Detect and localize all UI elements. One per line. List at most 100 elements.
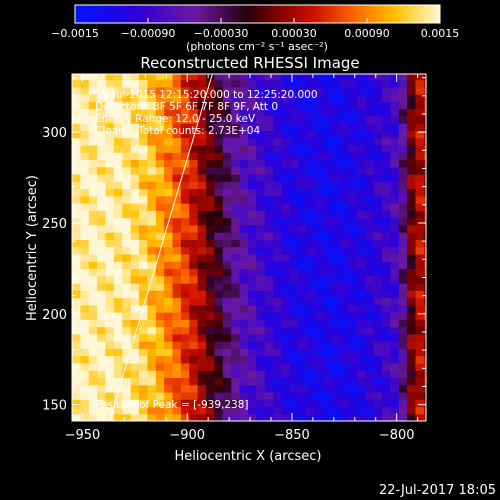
heatmap-cell: [88, 304, 98, 313]
heatmap-cell: [248, 195, 257, 204]
heatmap-cell: [415, 312, 425, 320]
heatmap-cell: [340, 326, 350, 335]
heatmap-cell: [231, 224, 241, 233]
heatmap-cell: [239, 384, 249, 393]
heatmap-cell: [415, 384, 425, 393]
heatmap-cell: [398, 261, 408, 269]
heatmap-cell: [281, 74, 291, 81]
heatmap-cell: [373, 282, 383, 291]
heatmap-cell: [365, 86, 375, 95]
heatmap-cell: [214, 261, 224, 269]
heatmap-cell: [105, 312, 115, 320]
heatmap-cell: [264, 74, 274, 81]
heatmap-cell: [306, 94, 316, 102]
heatmap-cell: [155, 253, 165, 262]
y-tick-label: 300: [42, 126, 67, 141]
heatmap-cell: [315, 362, 324, 371]
heatmap-cell: [348, 130, 358, 139]
heatmap-cell: [197, 130, 207, 139]
heatmap-cell: [214, 268, 224, 277]
heatmap-cell: [323, 304, 333, 313]
heatmap-cell: [323, 79, 333, 88]
heatmap-cell: [373, 312, 383, 320]
heatmap-cell: [398, 399, 408, 408]
heatmap-cell: [398, 304, 408, 313]
heatmap-cell: [331, 268, 341, 277]
heatmap-cell: [172, 413, 182, 421]
heatmap-cell: [105, 413, 115, 421]
heatmap-cell: [315, 217, 324, 226]
heatmap-cell: [398, 275, 408, 284]
heatmap-cell: [281, 101, 291, 110]
heatmap-cell: [373, 290, 383, 299]
heatmap-cell: [122, 115, 132, 124]
heatmap-cell: [331, 101, 341, 110]
heatmap-cell: [298, 391, 308, 400]
info-clean-counts: Clean Total counts: 2.73E+04: [95, 125, 260, 137]
heatmap-cell: [122, 79, 132, 88]
heatmap-cell: [239, 115, 249, 124]
heatmap-cell: [415, 79, 425, 88]
heatmap-cell: [331, 79, 341, 88]
heatmap-cell: [88, 319, 98, 328]
heatmap-cell: [248, 377, 257, 386]
heatmap-cell: [398, 86, 408, 95]
heatmap-cell: [298, 312, 308, 320]
heatmap-cell: [72, 312, 81, 320]
heatmap-cell: [390, 399, 400, 408]
heatmap-cell: [365, 188, 375, 197]
heatmap-cell: [80, 355, 90, 364]
heatmap-cell: [340, 123, 350, 131]
heatmap-cell: [407, 413, 417, 421]
heatmap-cell: [239, 94, 249, 102]
heatmap-cell: [239, 86, 249, 95]
heatmap-cell: [382, 79, 391, 88]
heatmap-cell: [147, 79, 157, 88]
heatmap-cell: [382, 166, 391, 175]
heatmap-cell: [122, 210, 132, 219]
heatmap-cell: [172, 282, 182, 291]
heatmap-cell: [113, 123, 123, 131]
heatmap-cell: [298, 159, 308, 168]
heatmap-cell: [139, 108, 148, 117]
heatmap-cell: [80, 282, 90, 291]
heatmap-cell: [323, 253, 333, 262]
heatmap-cell: [122, 232, 132, 240]
heatmap-cell: [172, 166, 182, 175]
heatmap-cell: [155, 348, 165, 357]
heatmap-cell: [130, 304, 140, 313]
heatmap-cell: [356, 94, 366, 102]
heatmap-cell: [281, 312, 291, 320]
heatmap-cell: [239, 333, 249, 342]
heatmap-cell: [197, 268, 207, 277]
heatmap-cell: [139, 115, 148, 124]
heatmap-cell: [256, 246, 266, 255]
heatmap-cell: [97, 159, 107, 168]
heatmap-cell: [382, 173, 391, 182]
heatmap-cell: [172, 268, 182, 277]
heatmap-cell: [298, 406, 308, 415]
heatmap-cell: [147, 297, 157, 306]
heatmap-cell: [214, 159, 224, 168]
heatmap-cell: [214, 101, 224, 110]
heatmap-cell: [365, 130, 375, 139]
heatmap-cell: [298, 413, 308, 421]
heatmap-cell: [398, 290, 408, 299]
heatmap-cell: [264, 406, 274, 415]
heatmap-cell: [415, 130, 425, 139]
heatmap-cell: [323, 203, 333, 211]
heatmap-cell: [155, 137, 165, 146]
heatmap-cell: [331, 130, 341, 139]
heatmap-cell: [315, 406, 324, 415]
heatmap-cell: [323, 188, 333, 197]
heatmap-cell: [373, 333, 383, 342]
heatmap-cell: [373, 399, 383, 408]
heatmap-cell: [214, 239, 224, 248]
heatmap-cell: [206, 217, 216, 226]
heatmap-cell: [239, 399, 249, 408]
heatmap-cell: [189, 108, 199, 117]
heatmap-cell: [97, 239, 107, 248]
heatmap-cell: [256, 159, 266, 168]
heatmap-cell: [231, 115, 241, 124]
heatmap-cell: [239, 355, 249, 364]
